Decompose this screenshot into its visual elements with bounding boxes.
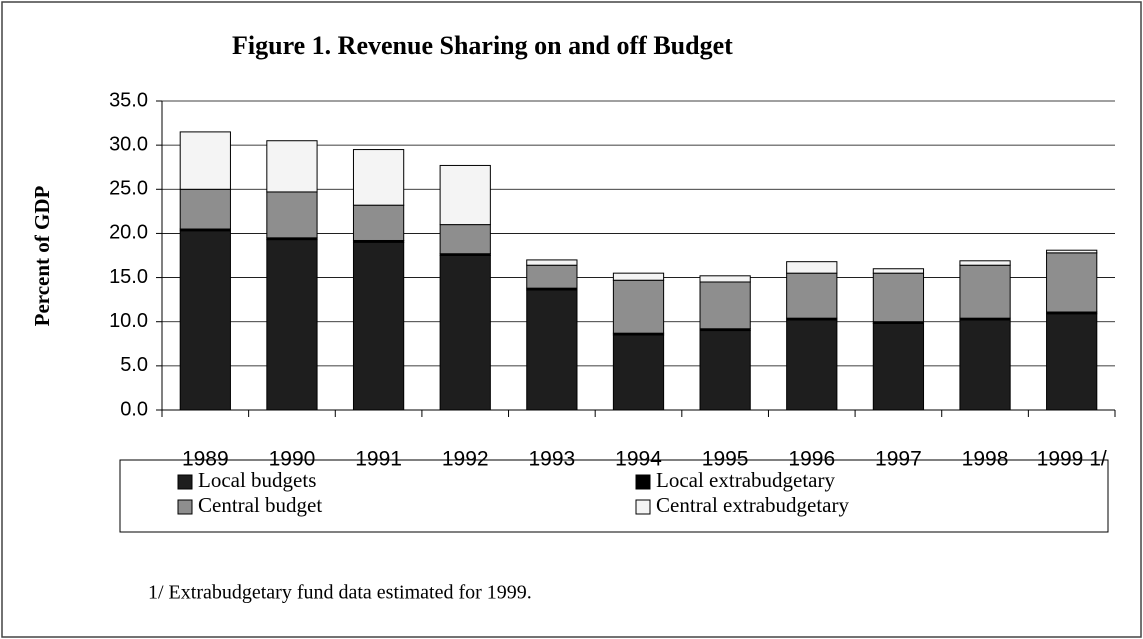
bar-segment (1046, 249, 1098, 254)
bar-segment (786, 272, 838, 319)
bar-segment (526, 289, 578, 411)
bar-segment (872, 272, 925, 323)
legend-label: Central extrabudgetary (656, 493, 849, 517)
x-tick-label: 1998 (962, 448, 1009, 471)
y-tick-label: 30.0 (109, 133, 148, 155)
y-tick-label: 25.0 (109, 178, 148, 200)
bar-segment (612, 279, 665, 334)
legend-box (119, 459, 1109, 533)
bar-segment (179, 230, 231, 411)
bar-segment (959, 260, 1011, 266)
x-tick-label: 1996 (788, 448, 835, 471)
bar-segment (959, 319, 1011, 411)
bar-segment (872, 268, 925, 274)
legend-label: Central budget (198, 493, 322, 517)
legend-label: Local extrabudgetary (656, 468, 835, 492)
x-tick-label: 1992 (442, 448, 489, 471)
x-tick-label: 1997 (875, 448, 922, 471)
x-tick-label: 1999 1/ (1037, 448, 1107, 471)
y-tick-label: 20.0 (109, 222, 148, 244)
bar-segment (352, 204, 405, 241)
legend-swatch (177, 499, 193, 515)
x-tick-label: 1994 (615, 448, 662, 471)
bar-segment (699, 275, 751, 283)
bar-segment (526, 259, 578, 266)
legend-swatch (635, 474, 651, 490)
y-tick-label: 5.0 (120, 354, 148, 376)
bar-segment (439, 164, 491, 226)
bar-segment (786, 319, 838, 411)
bar-segment (1046, 252, 1098, 313)
bar-segment (439, 224, 491, 255)
x-tick-label: 1995 (702, 448, 749, 471)
bar-segment (612, 272, 665, 281)
bar-segment (266, 140, 318, 193)
y-tick-label: 35.0 (109, 89, 148, 111)
bar-segment (352, 149, 405, 206)
bar-segment (266, 239, 318, 411)
bar-segment (266, 191, 318, 239)
bar-segment (439, 255, 491, 411)
y-tick-label: 0.0 (120, 398, 148, 420)
bar-segment (699, 330, 751, 411)
x-tick-label: 1990 (269, 448, 316, 471)
bar-segment (612, 334, 665, 411)
chart-title: Figure 1. Revenue Sharing on and off Bud… (232, 31, 733, 60)
legend-label: Local budgets (198, 468, 316, 492)
bar-segment (526, 264, 578, 289)
bar-segment (786, 261, 838, 274)
bar-segment (179, 188, 231, 230)
legend-swatch (177, 474, 193, 490)
x-tick-label: 1991 (355, 448, 402, 471)
legend-swatch (635, 499, 651, 515)
footnote: 1/ Extrabudgetary fund data estimated fo… (148, 582, 532, 604)
bar-segment (699, 281, 751, 330)
bar-segment (179, 131, 231, 190)
bar-segment (1046, 313, 1098, 411)
bar-segment (959, 264, 1011, 319)
y-axis-label: Percent of GDP (30, 185, 54, 326)
bar-segment (872, 322, 925, 411)
y-tick-label: 15.0 (109, 266, 148, 288)
x-tick-label: 1993 (529, 448, 576, 471)
x-tick-label: 1989 (182, 448, 229, 471)
y-tick-label: 10.0 (109, 310, 148, 332)
bar-segment (352, 241, 405, 411)
